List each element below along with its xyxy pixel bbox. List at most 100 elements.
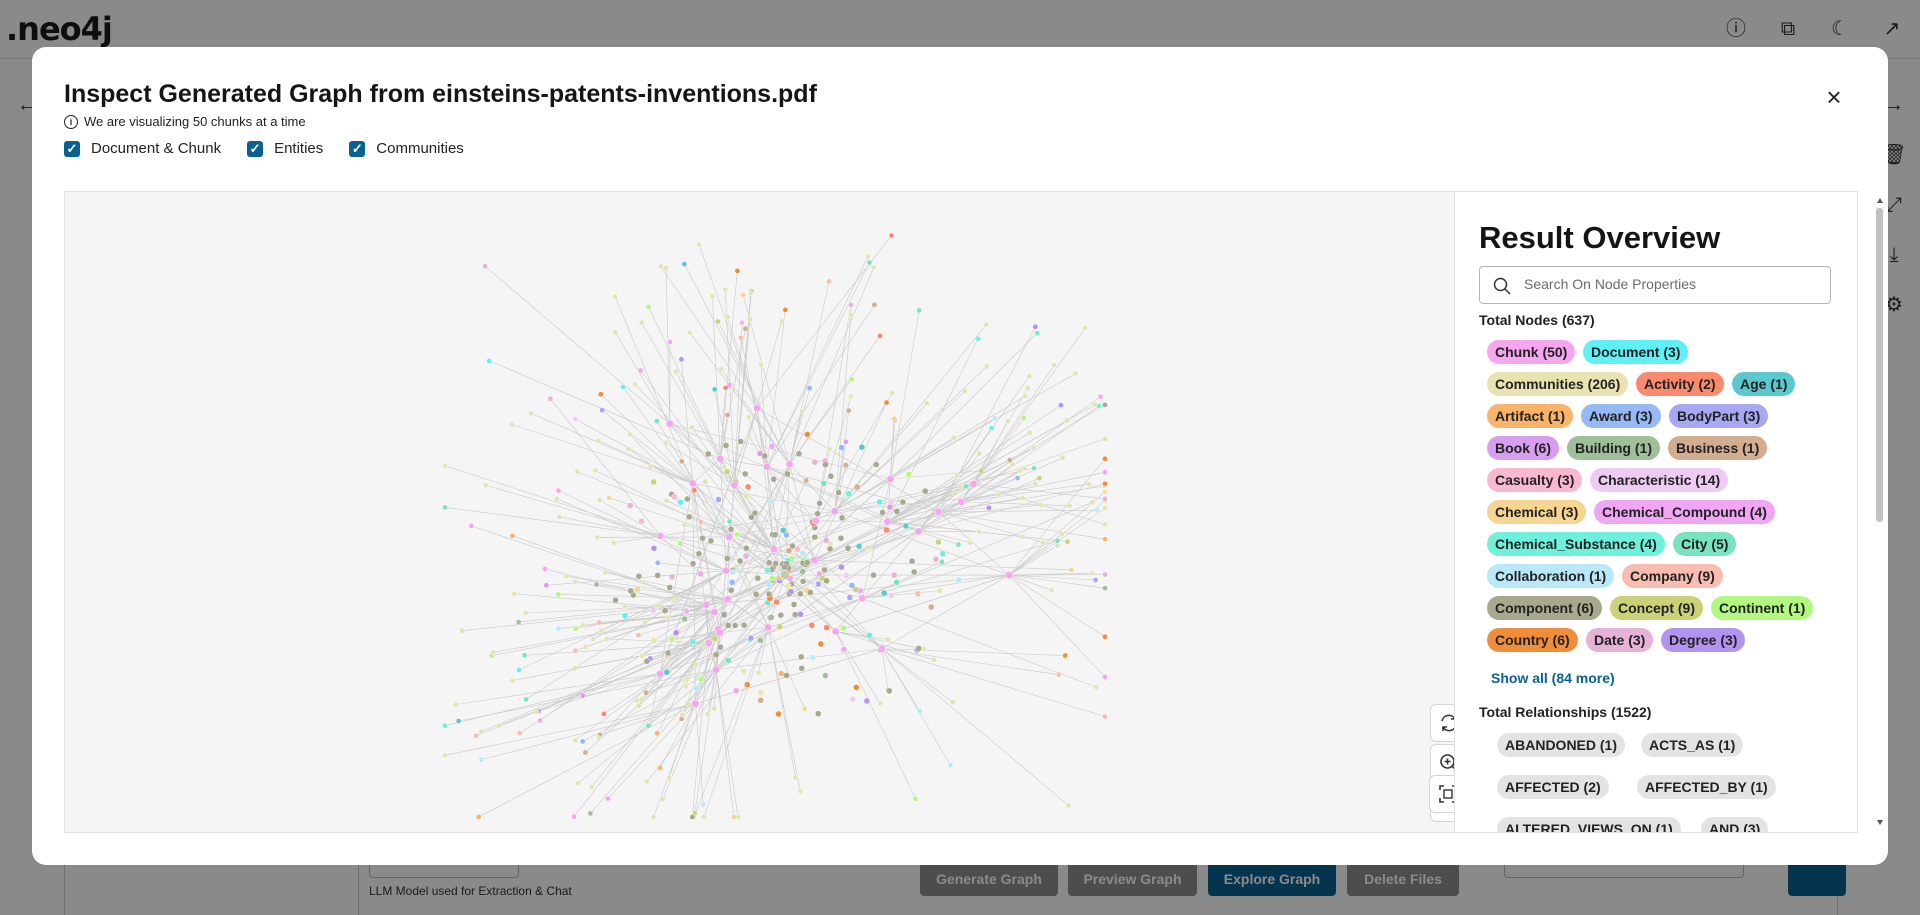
graph-node[interactable] [931, 657, 937, 663]
graph-node[interactable] [883, 526, 890, 534]
graph-node[interactable] [661, 607, 669, 614]
graph-node[interactable] [705, 639, 713, 647]
graph-node[interactable] [876, 498, 883, 506]
checkbox-document-chunk[interactable]: ✓ Document & Chunk [64, 140, 221, 157]
graph-node[interactable] [709, 293, 716, 299]
graph-node[interactable] [716, 628, 724, 637]
graph-visualization[interactable] [65, 192, 1454, 832]
graph-node[interactable] [622, 603, 628, 610]
node-label-chip[interactable]: Age (1) [1732, 372, 1796, 396]
graph-node[interactable] [666, 775, 672, 781]
graph-node[interactable] [889, 390, 896, 396]
graph-node[interactable] [822, 461, 829, 468]
graph-node[interactable] [781, 563, 788, 571]
graph-node[interactable] [572, 578, 578, 585]
node-label-chip[interactable]: Document (3) [1583, 340, 1689, 364]
graph-node[interactable] [599, 407, 605, 413]
graph-node[interactable] [643, 689, 649, 696]
graph-node[interactable] [712, 651, 720, 658]
graph-node[interactable] [442, 722, 448, 729]
checkbox-checked-icon[interactable]: ✓ [349, 140, 366, 157]
graph-node[interactable] [475, 814, 482, 820]
graph-node[interactable] [1062, 652, 1068, 659]
graph-node[interactable] [1102, 585, 1108, 591]
graph-node[interactable] [736, 557, 744, 565]
graph-node[interactable] [621, 612, 629, 619]
graph-node[interactable] [957, 498, 965, 506]
graph-node[interactable] [678, 356, 685, 363]
node-label-chip[interactable]: BodyPart (3) [1669, 404, 1769, 428]
graph-node[interactable] [681, 615, 688, 623]
graph-node[interactable] [664, 649, 672, 657]
graph-node[interactable] [482, 263, 488, 270]
graph-node[interactable] [816, 570, 823, 578]
bg-action-button[interactable] [1788, 860, 1846, 896]
graph-node[interactable] [710, 608, 719, 616]
graph-node[interactable] [952, 490, 958, 497]
graph-node[interactable] [924, 400, 930, 407]
graph-node[interactable] [780, 527, 787, 534]
graph-node[interactable] [826, 278, 832, 285]
graph-node[interactable] [955, 541, 962, 548]
graph-node[interactable] [734, 531, 741, 538]
graph-node[interactable] [639, 652, 645, 659]
graph-node[interactable] [511, 590, 518, 597]
graph-node[interactable] [849, 695, 857, 703]
graph-node[interactable] [794, 545, 801, 553]
graph-node[interactable] [934, 508, 943, 516]
graph-node[interactable] [1026, 373, 1033, 380]
graph-node[interactable] [667, 339, 673, 345]
graph-node[interactable] [721, 464, 728, 470]
graph-node[interactable] [947, 762, 954, 769]
graph-node[interactable] [803, 477, 810, 484]
graph-node[interactable] [707, 537, 715, 545]
graph-node[interactable] [1102, 469, 1108, 475]
graph-node[interactable] [1006, 457, 1013, 463]
graph-node[interactable] [452, 701, 459, 708]
graph-node[interactable] [718, 366, 724, 372]
moon-icon[interactable]: ☾ [1831, 18, 1849, 40]
graph-node[interactable] [631, 381, 638, 388]
graph-node[interactable] [724, 314, 731, 321]
graph-node[interactable] [914, 590, 922, 597]
graph-node[interactable] [711, 705, 718, 712]
graph-node[interactable] [785, 547, 793, 554]
graph-node[interactable] [928, 603, 935, 611]
graph-node[interactable] [711, 635, 719, 643]
graph-node[interactable] [747, 289, 754, 296]
graph-node[interactable] [1102, 436, 1108, 442]
graph-node[interactable] [801, 706, 808, 712]
relationship-chip[interactable]: ABANDONED (1) [1497, 733, 1625, 757]
graph-node[interactable] [442, 752, 448, 759]
graph-node[interactable] [572, 647, 579, 654]
graph-node[interactable] [775, 710, 782, 718]
graph-node[interactable] [798, 665, 805, 672]
node-label-chip[interactable]: Country (6) [1487, 628, 1578, 652]
graph-node[interactable] [815, 710, 822, 717]
graph-node[interactable] [442, 504, 448, 511]
graph-node[interactable] [848, 311, 854, 318]
graph-node[interactable] [459, 627, 466, 634]
graph-node[interactable] [768, 498, 776, 505]
graph-node[interactable] [1022, 393, 1028, 400]
graph-node[interactable] [660, 796, 666, 802]
graph-node[interactable] [1032, 323, 1039, 330]
graph-node[interactable] [757, 689, 765, 696]
graph-node[interactable] [886, 475, 895, 483]
graph-node[interactable] [835, 489, 842, 496]
graph-node[interactable] [744, 681, 751, 688]
graph-node[interactable] [912, 795, 919, 802]
graph-node[interactable] [722, 384, 729, 391]
graph-node[interactable] [727, 526, 735, 533]
graph-node[interactable] [726, 518, 733, 525]
graph-node[interactable] [917, 708, 923, 714]
graph-node[interactable] [555, 625, 562, 632]
graph-node[interactable] [742, 470, 749, 478]
graph-node[interactable] [893, 508, 901, 515]
graph-node[interactable] [684, 495, 691, 503]
graph-node[interactable] [625, 446, 632, 452]
graph-node[interactable] [747, 316, 753, 323]
graph-node[interactable] [1019, 533, 1026, 540]
graph-node[interactable] [748, 514, 755, 521]
graph-node[interactable] [854, 483, 861, 491]
